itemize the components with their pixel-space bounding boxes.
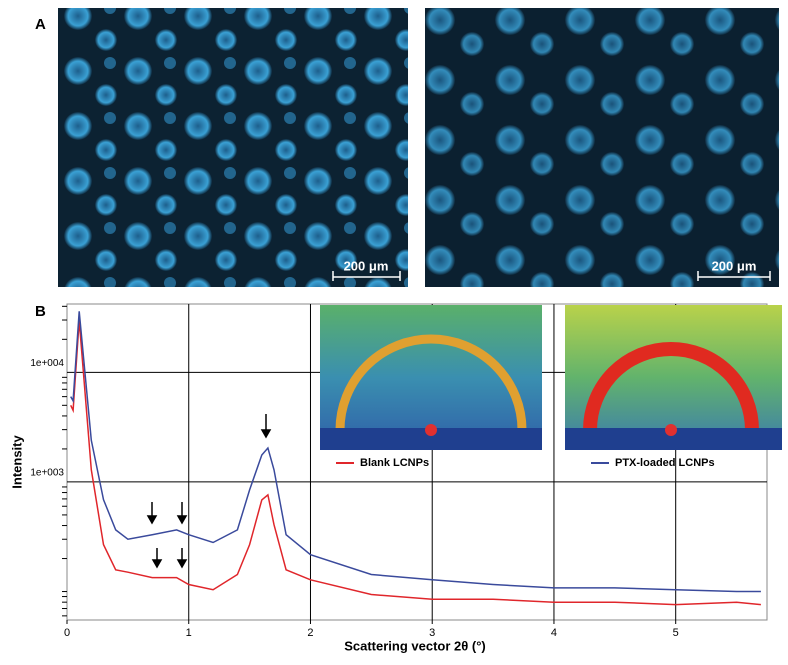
x-axis-label: Scattering vector 2θ (°) — [344, 638, 486, 653]
y-axis-label: Intensity — [9, 435, 24, 489]
scale-bar — [332, 271, 771, 281]
scale-bar-label: 200 μm — [344, 258, 389, 273]
saxs-inset — [320, 305, 782, 450]
x-tick-label: 3 — [429, 627, 435, 639]
x-tick-label: 1 — [186, 627, 192, 639]
x-tick-label: 0 — [64, 627, 70, 639]
legend-label: Blank LCNPs — [360, 457, 429, 469]
micrograph — [425, 8, 779, 287]
scale-bar-label: 200 μm — [712, 258, 757, 273]
x-tick-label: 5 — [673, 627, 679, 639]
x-tick-label: 4 — [551, 627, 557, 639]
legend-label: PTX-loaded LCNPs — [615, 457, 715, 469]
panel-label: B — [35, 303, 46, 320]
data-line — [70, 311, 761, 593]
micrograph — [58, 8, 408, 287]
y-tick-label: 1e+003 — [30, 468, 64, 479]
plot-frame — [66, 303, 768, 621]
data-line — [70, 320, 761, 606]
peak-arrow — [146, 414, 272, 569]
y-tick-label: 1e+004 — [30, 358, 64, 369]
panel-label: A — [35, 16, 46, 33]
x-tick-label: 2 — [307, 627, 313, 639]
